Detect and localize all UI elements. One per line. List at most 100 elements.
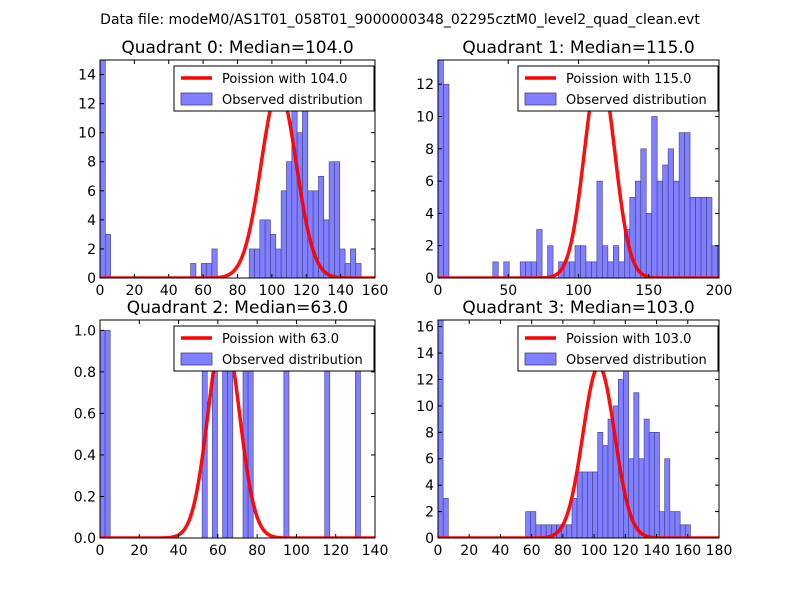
x-tick-label: 20 bbox=[125, 283, 143, 299]
histogram-bar bbox=[344, 263, 351, 278]
histogram-bar bbox=[535, 524, 542, 538]
legend-bar-swatch bbox=[180, 92, 213, 106]
histogram-bar bbox=[654, 432, 660, 538]
x-tick-label: 40 bbox=[170, 543, 188, 559]
histogram-bar bbox=[525, 511, 532, 538]
histogram-bar bbox=[190, 263, 197, 278]
y-tick-label: 2 bbox=[87, 242, 96, 258]
histogram-bar bbox=[574, 245, 581, 278]
histogram-bar bbox=[643, 418, 650, 538]
histogram-bar bbox=[717, 245, 719, 278]
y-tick-label: 12 bbox=[78, 97, 96, 113]
histogram-bar bbox=[592, 471, 599, 538]
quadrant-1-panel: Quadrant 1: Median=115.0 0 50 100 150 200 0 2 4 6… bbox=[416, 38, 732, 299]
histogram-bar bbox=[645, 213, 653, 278]
histogram-bar bbox=[206, 263, 213, 278]
histogram-bar bbox=[525, 261, 532, 278]
legend-label-poisson: Poission with 115.0 bbox=[566, 72, 691, 87]
x-tick-label: 100 bbox=[565, 283, 592, 299]
histogram-bar bbox=[700, 196, 707, 278]
legend-label-poisson: Poission with 103.0 bbox=[566, 332, 691, 347]
histogram-bar bbox=[350, 248, 357, 278]
x-tick-label: 60 bbox=[194, 283, 212, 299]
x-tick-label: 80 bbox=[248, 543, 266, 559]
histogram-bar bbox=[264, 219, 271, 278]
y-tick-label: 12 bbox=[416, 372, 434, 388]
histogram-bar bbox=[566, 524, 573, 538]
x-tick-label: 120 bbox=[612, 543, 639, 559]
legend: Poission with 104.0 Observed distribution bbox=[173, 65, 375, 112]
histogram-bar bbox=[648, 432, 655, 538]
x-tick-label: 120 bbox=[293, 283, 320, 299]
x-tick-label: 150 bbox=[635, 283, 662, 299]
legend-box bbox=[517, 65, 719, 112]
histogram-bar bbox=[607, 418, 614, 538]
quadrant-0-panel: Quadrant 0: Median=104.00 20 40 60 80 100 120 1… bbox=[78, 38, 388, 299]
y-tick-label: 10 bbox=[416, 110, 434, 126]
x-tick-label: 0 bbox=[434, 543, 443, 559]
y-tick-label: 0 bbox=[425, 271, 434, 287]
figure-title: Data file: modeM0/AS1T01_058T01_90000003… bbox=[100, 12, 700, 28]
x-tick-label: 60 bbox=[209, 543, 227, 559]
histogram-bar bbox=[669, 511, 676, 538]
y-tick-label: 4 bbox=[425, 206, 434, 222]
legend-label-observed: Observed distribution bbox=[566, 353, 707, 368]
y-tick-label: 0.2 bbox=[74, 489, 96, 505]
histogram-bar bbox=[580, 245, 587, 278]
x-tick-label: 20 bbox=[130, 543, 148, 559]
x-tick-label: 0 bbox=[96, 543, 105, 559]
histogram-bar bbox=[286, 161, 293, 278]
x-tick-label: 0 bbox=[434, 283, 443, 299]
x-tick-label: 0 bbox=[96, 283, 105, 299]
legend: Poission with 63.0 Observed distribution bbox=[173, 325, 375, 372]
y-tick-label: 12 bbox=[416, 77, 434, 93]
quadrant-0-title: Quadrant 0: Median=104.0 bbox=[121, 38, 353, 58]
legend-label-poisson: Poission with 104.0 bbox=[222, 72, 347, 87]
histogram-bar bbox=[302, 103, 309, 278]
histogram-bar bbox=[664, 458, 671, 538]
histogram-bar bbox=[651, 116, 658, 278]
x-tick-label: 140 bbox=[362, 543, 389, 559]
histogram-bar bbox=[587, 471, 593, 538]
legend-bar-swatch bbox=[180, 352, 213, 366]
y-tick-label: 8 bbox=[87, 155, 96, 171]
poisson-curve bbox=[100, 328, 375, 538]
x-tick-label: 80 bbox=[554, 543, 572, 559]
x-tick-label: 160 bbox=[362, 283, 389, 299]
histogram-bar bbox=[442, 498, 449, 538]
histogram-bar bbox=[339, 248, 346, 278]
axes-frame bbox=[437, 319, 720, 539]
histogram-bar bbox=[679, 524, 686, 538]
x-tick-label: 100 bbox=[259, 283, 286, 299]
axes-frame bbox=[99, 319, 376, 539]
histogram-bar bbox=[100, 60, 106, 278]
histogram-bar bbox=[530, 261, 537, 278]
x-tick-label: 100 bbox=[581, 543, 608, 559]
legend-label-observed: Observed distribution bbox=[222, 353, 363, 368]
histogram-bar bbox=[492, 261, 499, 278]
histogram-bar bbox=[684, 132, 691, 278]
histogram-bar bbox=[613, 245, 620, 278]
histogram-bar bbox=[662, 164, 669, 278]
histogram-bar bbox=[105, 234, 111, 278]
histogram-bar bbox=[323, 219, 330, 278]
x-tick-label: 20 bbox=[460, 543, 478, 559]
histogram-bar bbox=[200, 263, 207, 278]
histogram-bar bbox=[280, 190, 287, 278]
histogram-bar bbox=[438, 320, 444, 538]
y-tick-label: 6 bbox=[425, 174, 434, 190]
y-tick-label: 0 bbox=[87, 271, 96, 287]
histogram-bar bbox=[275, 248, 282, 278]
histogram-bar bbox=[596, 180, 603, 278]
histogram-bar bbox=[334, 161, 341, 278]
y-tick-label: 0.8 bbox=[74, 365, 96, 381]
quadrant-1-title: Quadrant 1: Median=115.0 bbox=[462, 38, 694, 58]
histogram-bar bbox=[328, 161, 335, 278]
histogram-bar bbox=[633, 392, 640, 538]
y-tick-label: 0 bbox=[425, 531, 434, 547]
histogram-bar bbox=[591, 261, 598, 278]
histogram-bar bbox=[576, 471, 583, 538]
plot-content bbox=[100, 328, 375, 538]
poisson-curve bbox=[100, 87, 375, 278]
